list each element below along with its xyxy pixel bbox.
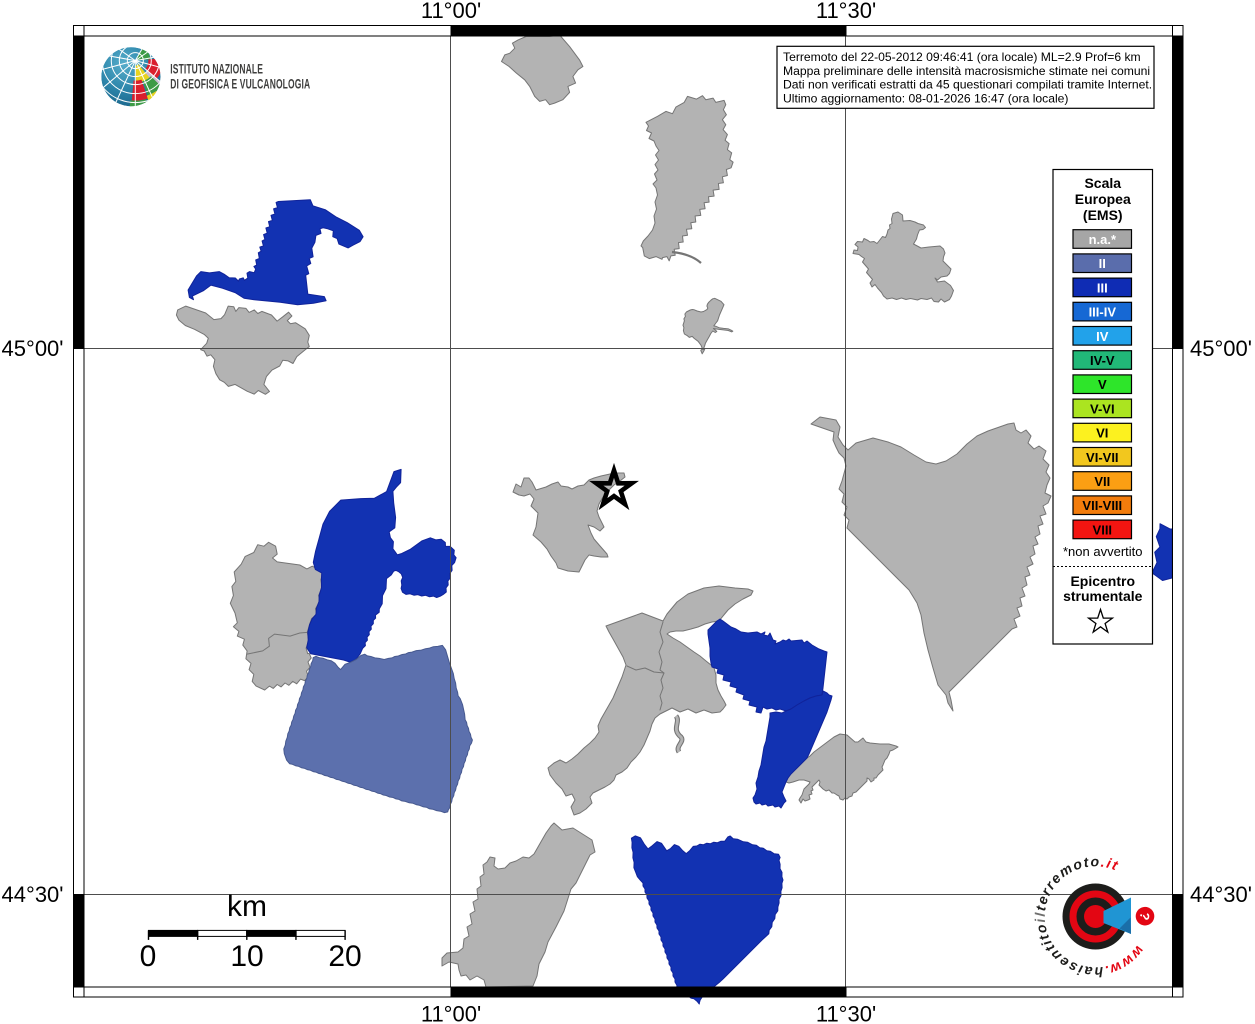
svg-text:VI-VII: VI-VII [1086, 450, 1119, 465]
svg-text:V-VI: V-VI [1090, 401, 1115, 416]
svg-text:(EMS): (EMS) [1083, 207, 1123, 223]
svg-text:VII-VIII: VII-VIII [1082, 498, 1122, 513]
svg-text:44°30': 44°30' [1190, 882, 1252, 907]
svg-text:Dati non verificati estratti d: Dati non verificati estratti da 45 quest… [783, 78, 1152, 92]
svg-text:10: 10 [230, 940, 263, 973]
svg-text:III-IV: III-IV [1089, 305, 1117, 320]
svg-text:0: 0 [140, 940, 157, 973]
svg-text:IV: IV [1096, 329, 1109, 344]
svg-text:Europea: Europea [1075, 191, 1131, 207]
svg-text:44°30': 44°30' [2, 882, 64, 907]
svg-text:?: ? [1137, 911, 1153, 921]
svg-text:n.a.*: n.a.* [1089, 232, 1117, 247]
svg-text:VII: VII [1094, 474, 1110, 489]
svg-text:VI: VI [1096, 426, 1108, 441]
svg-text:Terremoto del 22-05-2012 09:46: Terremoto del 22-05-2012 09:46:41 (ora l… [783, 50, 1141, 64]
svg-text:Epicentro: Epicentro [1070, 573, 1135, 589]
svg-text:km: km [227, 890, 267, 923]
svg-text:45°00': 45°00' [2, 336, 64, 361]
svg-text:V: V [1098, 377, 1107, 392]
svg-text:Ultimo aggiornamento: 08-01-20: Ultimo aggiornamento: 08-01-2026 16:47 (… [783, 91, 1068, 105]
svg-text:VIII: VIII [1093, 522, 1113, 537]
svg-text:III: III [1097, 280, 1108, 295]
svg-text:11°00': 11°00' [421, 0, 481, 23]
svg-text:II: II [1099, 256, 1106, 271]
svg-text:DI GEOFISICA E VULCANOLOGIA: DI GEOFISICA E VULCANOLOGIA [170, 78, 310, 92]
svg-text:Mappa preliminare delle intens: Mappa preliminare delle intensità macros… [783, 64, 1150, 78]
svg-text:ISTITUTO NAZIONALE: ISTITUTO NAZIONALE [170, 63, 263, 77]
svg-text:11°30': 11°30' [816, 1002, 876, 1024]
svg-text:strumentale: strumentale [1063, 588, 1143, 604]
svg-text:45°00': 45°00' [1190, 336, 1252, 361]
svg-text:20: 20 [328, 940, 361, 973]
svg-text:Scala: Scala [1084, 175, 1121, 191]
svg-text:11°00': 11°00' [421, 1002, 481, 1024]
svg-text:IV-V: IV-V [1090, 353, 1115, 368]
svg-text:11°30': 11°30' [816, 0, 876, 23]
svg-text:*non avvertito: *non avvertito [1063, 544, 1143, 559]
